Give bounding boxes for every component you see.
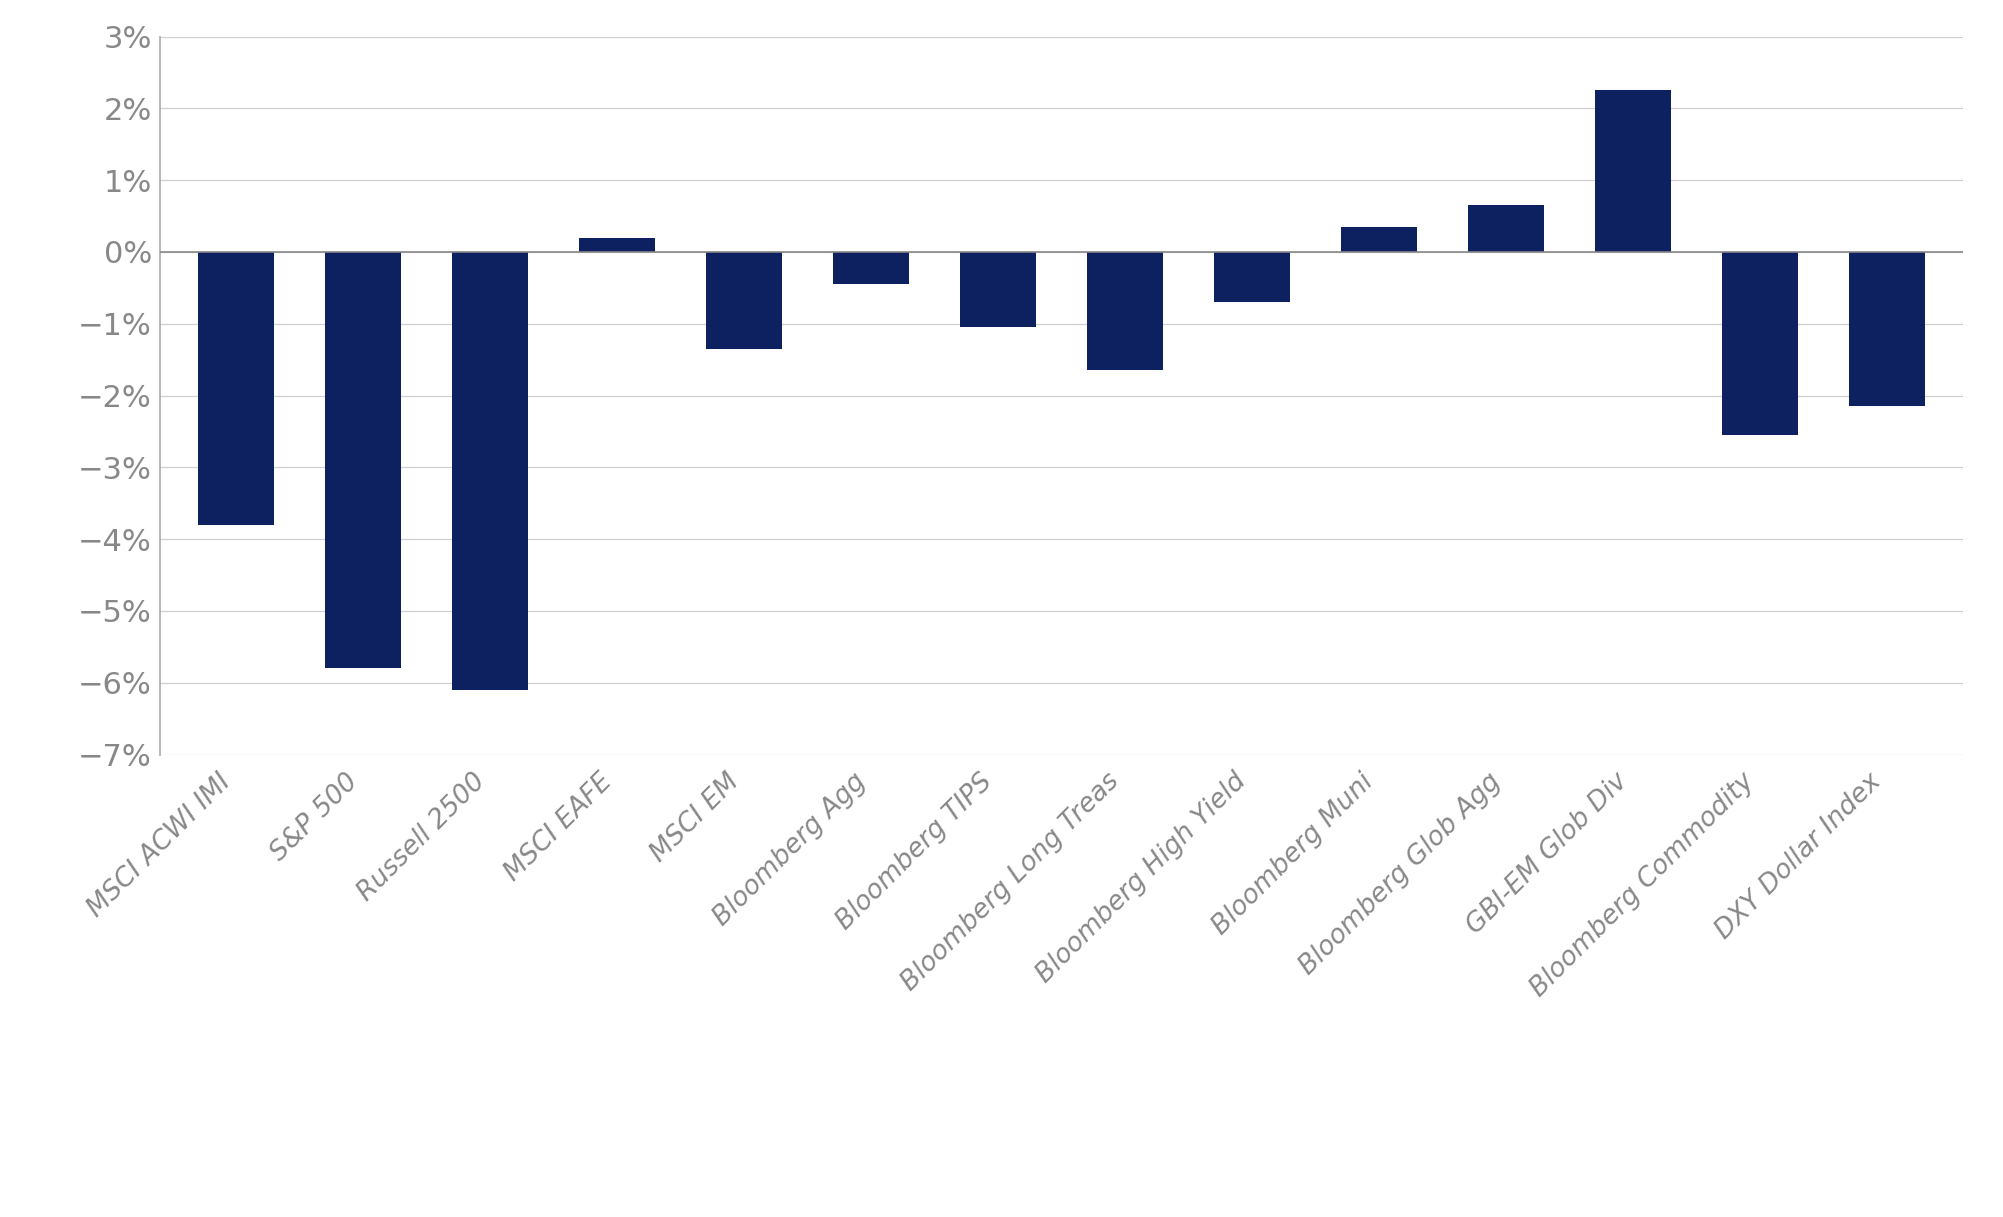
Bar bbox=[959, 252, 1036, 327]
Bar bbox=[707, 252, 783, 349]
Bar bbox=[1214, 252, 1290, 302]
Bar bbox=[1723, 252, 1799, 434]
Bar bbox=[579, 237, 655, 252]
Bar bbox=[1468, 206, 1544, 252]
Bar bbox=[1849, 252, 1925, 406]
Bar bbox=[1594, 90, 1671, 252]
Bar bbox=[1088, 252, 1164, 370]
Bar bbox=[833, 252, 909, 285]
Bar bbox=[198, 252, 274, 525]
Bar bbox=[453, 252, 529, 690]
Bar bbox=[324, 252, 401, 668]
Bar bbox=[1340, 226, 1416, 252]
